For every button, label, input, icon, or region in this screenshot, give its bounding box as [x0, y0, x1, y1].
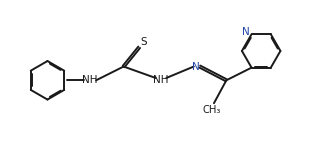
Text: CH₃: CH₃ — [202, 105, 221, 115]
Text: NH: NH — [152, 75, 168, 85]
Text: N: N — [242, 27, 250, 37]
Text: NH: NH — [82, 75, 98, 85]
Text: N: N — [192, 61, 200, 71]
Text: S: S — [141, 37, 147, 47]
